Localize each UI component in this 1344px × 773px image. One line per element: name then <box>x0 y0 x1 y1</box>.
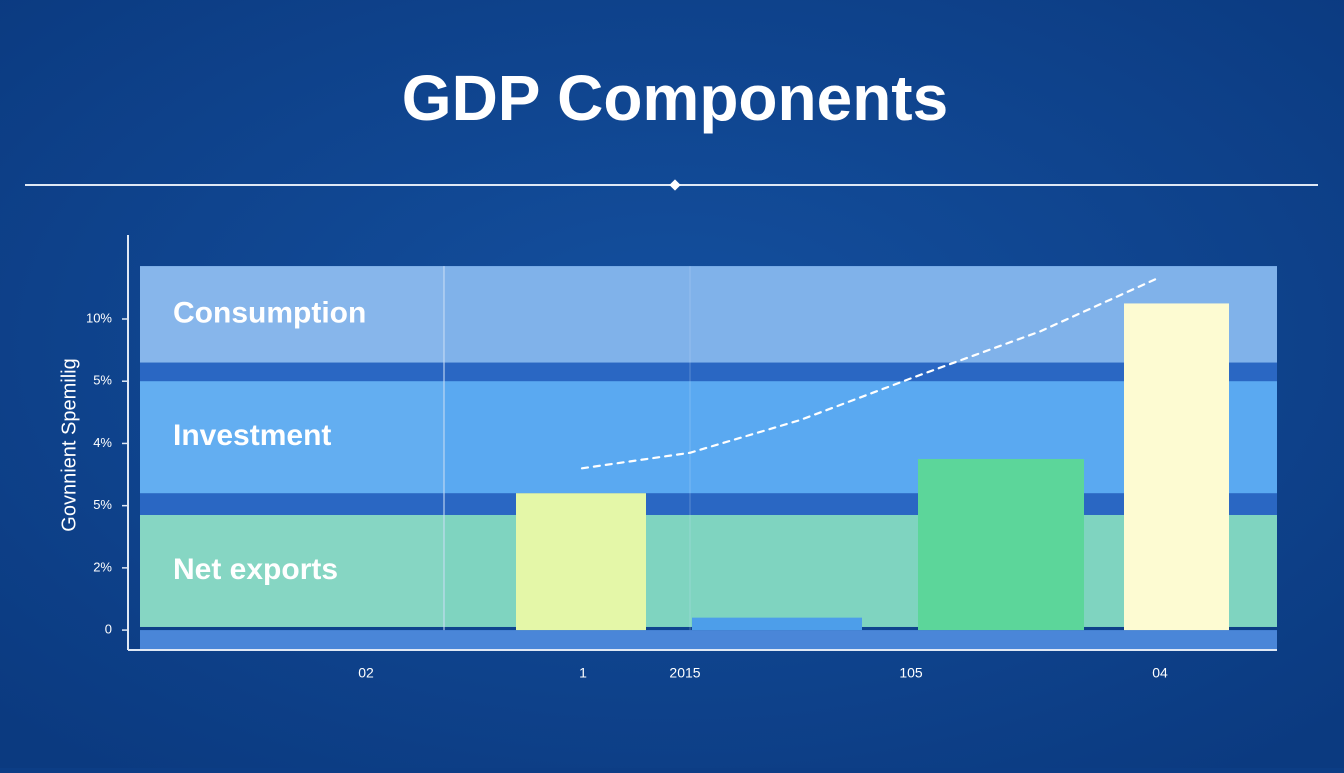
x-tick-label: 2015 <box>669 665 700 681</box>
band <box>140 381 1277 494</box>
band-label: Investment <box>173 419 331 452</box>
y-axis-label: Govnnient Spemilig <box>58 358 80 531</box>
band-label: Net exports <box>173 553 338 586</box>
y-tick-label: 5% <box>93 497 112 512</box>
divider-diamond <box>669 179 681 191</box>
band <box>140 266 1277 363</box>
chart-title: GDP Components <box>402 62 948 134</box>
x-tick-label: 105 <box>899 665 923 681</box>
band-highlight <box>140 514 444 627</box>
band <box>140 514 1277 627</box>
y-tick-label: 2% <box>93 559 112 574</box>
bar <box>1124 303 1229 631</box>
x-tick-label: 02 <box>358 665 374 681</box>
band-highlight <box>140 381 444 494</box>
bar <box>918 458 1084 631</box>
bar <box>516 493 646 631</box>
y-tick-label: 5% <box>93 373 112 388</box>
y-tick-label: 10% <box>86 310 112 325</box>
band-highlight <box>140 266 444 363</box>
y-tick-label: 4% <box>93 435 112 450</box>
plot-base-strip <box>140 630 1277 650</box>
y-tick-label: 0 <box>105 622 112 637</box>
bar <box>692 617 862 631</box>
band-label: Consumption <box>173 296 366 329</box>
x-tick-label: 1 <box>579 665 587 681</box>
x-tick-label: 04 <box>1152 665 1168 681</box>
trend-line <box>580 277 1159 470</box>
